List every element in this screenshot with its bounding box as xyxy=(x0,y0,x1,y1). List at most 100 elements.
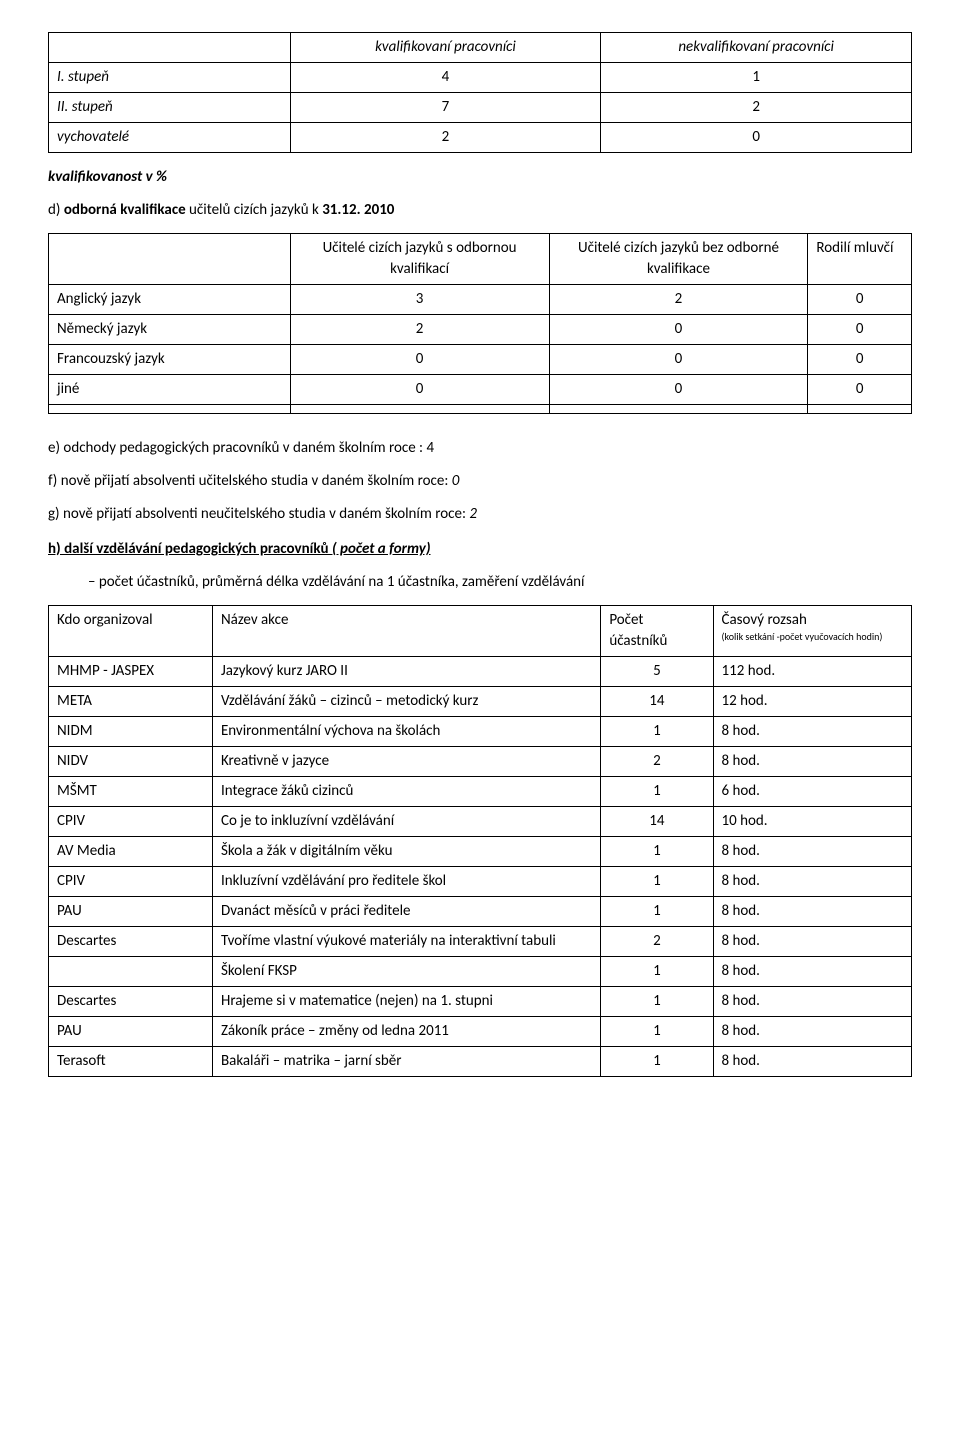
t3-r4-c0: MŠMT xyxy=(49,777,213,807)
table3-h-c3: Časový rozsah (kolik setkání -počet vyuč… xyxy=(713,606,912,657)
heading-kvalifikovanost: kvalifikovanost v % xyxy=(48,167,912,188)
table1-row0-c2: 1 xyxy=(601,63,912,93)
t3-r2-c0: NIDM xyxy=(49,717,213,747)
table2-r1-c3: 0 xyxy=(808,315,912,345)
t3-r8-c3: 8 hod. xyxy=(713,897,912,927)
t3-r0-c0: MHMP - JASPEX xyxy=(49,657,213,687)
t3-r0-c2: 5 xyxy=(601,657,713,687)
t3-r13-c0: Terasoft xyxy=(49,1047,213,1077)
t3-r12-c2: 1 xyxy=(601,1017,713,1047)
t3-r0-c1: Jazykový kurz JARO II xyxy=(212,657,600,687)
table2-r1-label: Německý jazyk xyxy=(49,315,291,345)
section-f-text: f) nově přijatí absolventi učitelského s… xyxy=(48,472,452,490)
table1-row1-c1: 7 xyxy=(290,93,601,123)
table1-row2-label: vychovatelé xyxy=(49,123,291,153)
table2-r2-c3: 0 xyxy=(808,345,912,375)
t3-r6-c2: 1 xyxy=(601,837,713,867)
t3-r11-c1: Hrajeme si v matematice (nejen) na 1. st… xyxy=(212,987,600,1017)
t3-r12-c1: Zákoník práce – změny od ledna 2011 xyxy=(212,1017,600,1047)
table2-r4-c3 xyxy=(808,405,912,414)
table3-h-c3-b: (kolik setkání -počet vyučovacích hodin) xyxy=(722,631,904,643)
staff-qualification-table: kvalifikovaní pracovníci nekvalifikovaní… xyxy=(48,32,912,153)
t3-r7-c3: 8 hod. xyxy=(713,867,912,897)
t3-r4-c1: Integrace žáků cizinců xyxy=(212,777,600,807)
t3-r4-c2: 1 xyxy=(601,777,713,807)
t3-r7-c2: 1 xyxy=(601,867,713,897)
t3-r5-c0: CPIV xyxy=(49,807,213,837)
table3-h-c2: Počet účastníků xyxy=(601,606,713,657)
t3-r13-c1: Bakaláři – matrika – jarní sběr xyxy=(212,1047,600,1077)
t3-r3-c1: Kreativně v jazyce xyxy=(212,747,600,777)
t3-r8-c2: 1 xyxy=(601,897,713,927)
table1-header-empty xyxy=(49,33,291,63)
table2-r4-label xyxy=(49,405,291,414)
section-g: g) nově přijatí absolventi neučitelského… xyxy=(48,504,912,525)
t3-r1-c2: 14 xyxy=(601,687,713,717)
t3-r1-c3: 12 hod. xyxy=(713,687,912,717)
training-events-table: Kdo organizoval Název akce Počet účastní… xyxy=(48,605,912,1077)
t3-r8-c1: Dvanáct měsíců v práci ředitele xyxy=(212,897,600,927)
t3-r6-c3: 8 hod. xyxy=(713,837,912,867)
heading-d-date: 31.12. 2010 xyxy=(322,201,394,219)
t3-r9-c2: 2 xyxy=(601,927,713,957)
t3-r3-c3: 8 hod. xyxy=(713,747,912,777)
t3-r3-c0: NIDV xyxy=(49,747,213,777)
t3-r1-c1: Vzdělávání žáků – cizinců – metodický ku… xyxy=(212,687,600,717)
t3-r2-c1: Environmentální výchova na školách xyxy=(212,717,600,747)
table2-header-c2: Učitelé cizích jazyků bez odborné kvalif… xyxy=(549,234,808,285)
table1-row1-c2: 2 xyxy=(601,93,912,123)
t3-r4-c3: 6 hod. xyxy=(713,777,912,807)
t3-r9-c3: 8 hod. xyxy=(713,927,912,957)
t3-r13-c2: 1 xyxy=(601,1047,713,1077)
table2-r4-c1 xyxy=(290,405,549,414)
t3-r6-c1: Škola a žák v digitálním věku xyxy=(212,837,600,867)
t3-r11-c2: 1 xyxy=(601,987,713,1017)
section-e: e) odchody pedagogických pracovníků v da… xyxy=(48,438,912,459)
table2-r3-c3: 0 xyxy=(808,375,912,405)
t3-r5-c1: Co je to inkluzívní vzdělávání xyxy=(212,807,600,837)
section-f-value: 0 xyxy=(452,472,460,490)
table1-row0-label: I. stupeň xyxy=(49,63,291,93)
table3-h-c1: Název akce xyxy=(212,606,600,657)
table2-r2-c2: 0 xyxy=(549,345,808,375)
table2-r3-c1: 0 xyxy=(290,375,549,405)
t3-r8-c0: PAU xyxy=(49,897,213,927)
heading-d-prefix: d) xyxy=(48,201,64,219)
table1-row0-c1: 4 xyxy=(290,63,601,93)
table1-row2-c1: 2 xyxy=(290,123,601,153)
t3-r0-c3: 112 hod. xyxy=(713,657,912,687)
table3-h-c3-a: Časový rozsah xyxy=(722,611,807,629)
t3-r9-c0: Descartes xyxy=(49,927,213,957)
table2-header-c1: Učitelé cizích jazyků s odbornou kvalifi… xyxy=(290,234,549,285)
t3-r7-c0: CPIV xyxy=(49,867,213,897)
table2-r2-label: Francouzský jazyk xyxy=(49,345,291,375)
table1-row1-label: II. stupeň xyxy=(49,93,291,123)
table2-header-empty xyxy=(49,234,291,285)
t3-r11-c0: Descartes xyxy=(49,987,213,1017)
language-teachers-table: Učitelé cizích jazyků s odbornou kvalifi… xyxy=(48,233,912,414)
table1-header-unqualified: nekvalifikovaní pracovníci xyxy=(601,33,912,63)
heading-d-text: odborná kvalifikace xyxy=(64,201,186,219)
table2-r1-c1: 2 xyxy=(290,315,549,345)
t3-r9-c1: Tvoříme vlastní výukové materiály na int… xyxy=(212,927,600,957)
table3-h-c0: Kdo organizoval xyxy=(49,606,213,657)
t3-r3-c2: 2 xyxy=(601,747,713,777)
heading-d-suffix: učitelů cizích jazyků k xyxy=(186,201,323,219)
table2-r0-c2: 2 xyxy=(549,285,808,315)
t3-r7-c1: Inkluzívní vzdělávání pro ředitele škol xyxy=(212,867,600,897)
table1-row2-c2: 0 xyxy=(601,123,912,153)
table2-r2-c1: 0 xyxy=(290,345,549,375)
table2-r0-label: Anglický jazyk xyxy=(49,285,291,315)
t3-r5-c3: 10 hod. xyxy=(713,807,912,837)
section-f: f) nově přijatí absolventi učitelského s… xyxy=(48,471,912,492)
section-h-text-b: ( počet a formy) xyxy=(332,540,431,558)
section-h-subline: – počet účastníků, průměrná délka vzdělá… xyxy=(88,572,912,593)
t3-r12-c3: 8 hod. xyxy=(713,1017,912,1047)
table2-r1-c2: 0 xyxy=(549,315,808,345)
table2-r3-c2: 0 xyxy=(549,375,808,405)
section-h-heading: h) další vzdělávání pedagogických pracov… xyxy=(48,539,912,560)
t3-r5-c2: 14 xyxy=(601,807,713,837)
t3-r2-c2: 1 xyxy=(601,717,713,747)
table2-r3-label: jiné xyxy=(49,375,291,405)
t3-r10-c1: Školení FKSP xyxy=(212,957,600,987)
